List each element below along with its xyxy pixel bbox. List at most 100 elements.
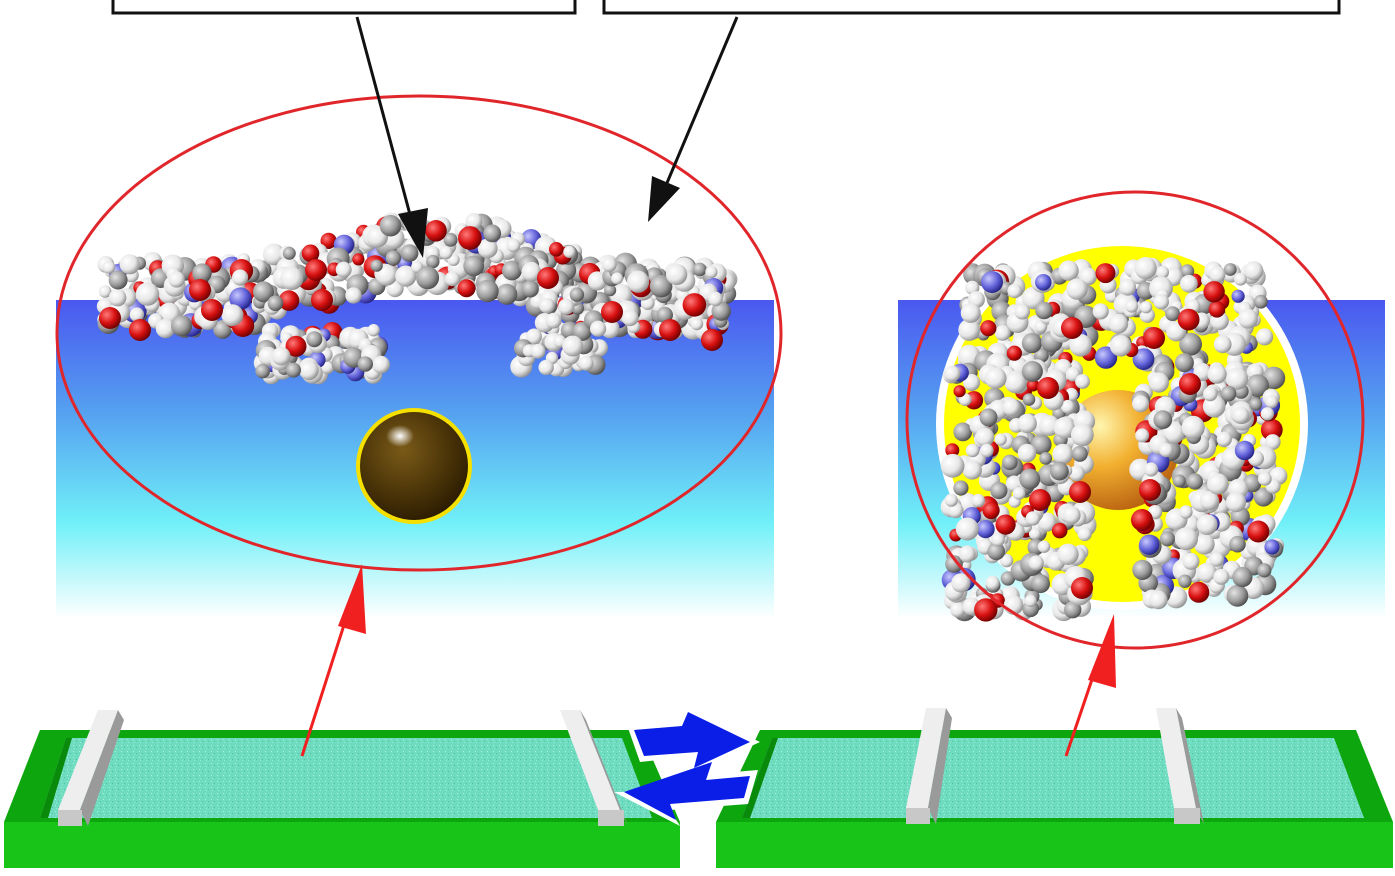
atom-o [659, 319, 681, 341]
atom-h [1159, 443, 1174, 458]
atom-o [1188, 581, 1210, 603]
atom-o [1177, 308, 1200, 331]
atom-h [1060, 399, 1075, 414]
atom-o [352, 253, 365, 266]
atom-h [1207, 364, 1227, 384]
atom-c [1232, 567, 1253, 588]
atom-o [1051, 522, 1068, 539]
atom-h [108, 288, 127, 307]
atom-c [286, 362, 301, 378]
atom-c [370, 259, 383, 272]
atom-c [171, 315, 193, 337]
atom-c [1186, 473, 1204, 490]
atom-c [1172, 474, 1186, 488]
barrier-left-2 [560, 710, 628, 826]
atom-o [995, 514, 1016, 535]
atom-h [1213, 335, 1232, 354]
atom-h [965, 443, 980, 458]
atom-h [975, 427, 995, 447]
atom-h [1004, 371, 1027, 394]
atom-o [1143, 327, 1165, 349]
atom-o [1179, 373, 1201, 395]
atom-c [253, 281, 274, 303]
atom-h [1256, 328, 1274, 346]
atom-n [1264, 539, 1280, 555]
atom-h [1181, 415, 1205, 439]
atom-c [987, 542, 1005, 561]
atom-h [1179, 505, 1193, 519]
atom-o [189, 279, 211, 301]
atom-c [1002, 454, 1018, 471]
atom-h [1135, 428, 1150, 443]
atom-c [502, 260, 522, 281]
atom-c [1253, 487, 1273, 507]
atom-o [311, 289, 333, 311]
atom-c [1022, 393, 1036, 406]
atom-h [960, 302, 981, 323]
pointer-arrow-left [355, 16, 428, 258]
atom-c [1031, 434, 1052, 455]
atom-c [521, 280, 539, 298]
atom-c [1034, 348, 1049, 363]
atom-h [444, 271, 460, 287]
atom-h [1058, 260, 1079, 281]
atom-o [1029, 489, 1051, 511]
atom-h [232, 269, 249, 286]
atom-h [1244, 261, 1264, 281]
atom-c [1039, 452, 1053, 465]
atom-h [271, 346, 291, 366]
atom-h [944, 493, 958, 507]
atom-h [1216, 431, 1232, 447]
atom-c [1165, 306, 1180, 321]
atom-o [945, 443, 960, 458]
atom-h [372, 355, 390, 374]
atom-h [1062, 506, 1081, 525]
atom-h [1053, 417, 1076, 439]
atom-o [980, 320, 997, 337]
atom-c [476, 279, 499, 303]
atom-h [1149, 590, 1168, 610]
atom-c [255, 363, 270, 379]
atom-h [98, 285, 112, 298]
atom-h [1119, 278, 1137, 296]
atom-c [267, 295, 284, 312]
atom-h [1069, 334, 1092, 357]
trough-left [4, 730, 680, 868]
pointer-arrow-right [648, 16, 739, 222]
atom-h [439, 246, 453, 260]
atom-h [590, 320, 607, 337]
atom-h [545, 312, 562, 329]
zoom-arrow-left [300, 564, 366, 757]
atom-h [994, 325, 1011, 341]
atom-o [701, 329, 723, 351]
atom-h [1092, 303, 1109, 320]
atom-h [1196, 514, 1218, 535]
atom-h [665, 263, 688, 286]
atom-h [563, 245, 576, 258]
atom-h [999, 553, 1014, 568]
atom-c [416, 266, 440, 290]
atom-h [1017, 443, 1037, 463]
atom-c [1220, 385, 1237, 402]
atom-c [443, 232, 458, 247]
atom-c [1249, 397, 1263, 411]
atom-h [1028, 555, 1044, 571]
atom-c [1031, 574, 1050, 594]
atom-c [357, 356, 373, 372]
atom-h [984, 367, 1007, 389]
atom-h [1193, 533, 1215, 555]
atom-c [379, 214, 402, 237]
atom-c [953, 480, 969, 496]
left-bracket [111, 0, 577, 15]
atom-c [1180, 264, 1195, 279]
atom-n [1234, 440, 1255, 461]
atom-o [301, 244, 320, 263]
atom-o [1095, 263, 1116, 284]
atom-h [611, 272, 624, 285]
atom-h [1025, 511, 1041, 526]
atom-c [1226, 584, 1249, 607]
atom-c [1153, 410, 1173, 430]
atom-o [129, 319, 151, 341]
